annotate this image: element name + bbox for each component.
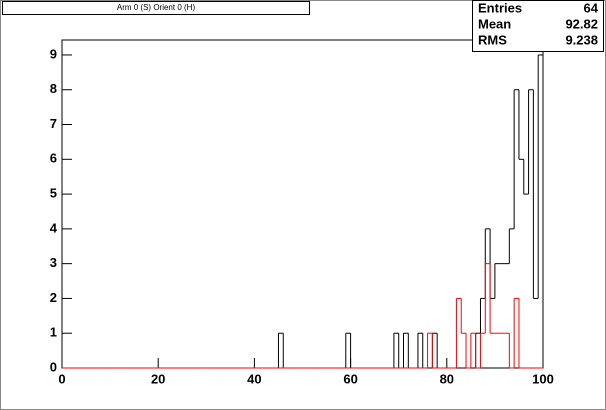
- y-tick-label: 2: [50, 290, 57, 305]
- y-tick-label: 5: [50, 186, 57, 201]
- stats-label: RMS: [478, 32, 507, 47]
- stats-value: 9.238: [565, 32, 598, 47]
- x-tick-label: 60: [343, 371, 357, 386]
- y-tick-label: 7: [50, 116, 57, 131]
- y-tick-label: 1: [50, 325, 57, 340]
- y-tick-label: 0: [50, 359, 57, 374]
- frame: [61, 39, 544, 369]
- stats-value: 92.82: [565, 16, 598, 31]
- stats-value: 64: [584, 0, 599, 15]
- y-tick-label: 3: [50, 255, 57, 270]
- y-tick-label: 6: [50, 151, 57, 166]
- x-tick-label: 100: [532, 371, 554, 386]
- chart-title: Arm 0 (S) Orient 0 (H): [117, 3, 196, 12]
- stats-label: Mean: [478, 16, 511, 31]
- y-tick-label: 9: [50, 46, 57, 61]
- title-box: [2, 1, 310, 15]
- x-tick-label: 40: [247, 371, 261, 386]
- y-tick-label: 8: [50, 81, 57, 96]
- x-tick-label: 0: [58, 371, 65, 386]
- stats-box: [472, 0, 604, 52]
- stats-label: Entries: [478, 0, 522, 15]
- x-tick-label: 80: [440, 371, 454, 386]
- y-tick-label: 4: [50, 220, 58, 235]
- x-tick-label: 20: [151, 371, 165, 386]
